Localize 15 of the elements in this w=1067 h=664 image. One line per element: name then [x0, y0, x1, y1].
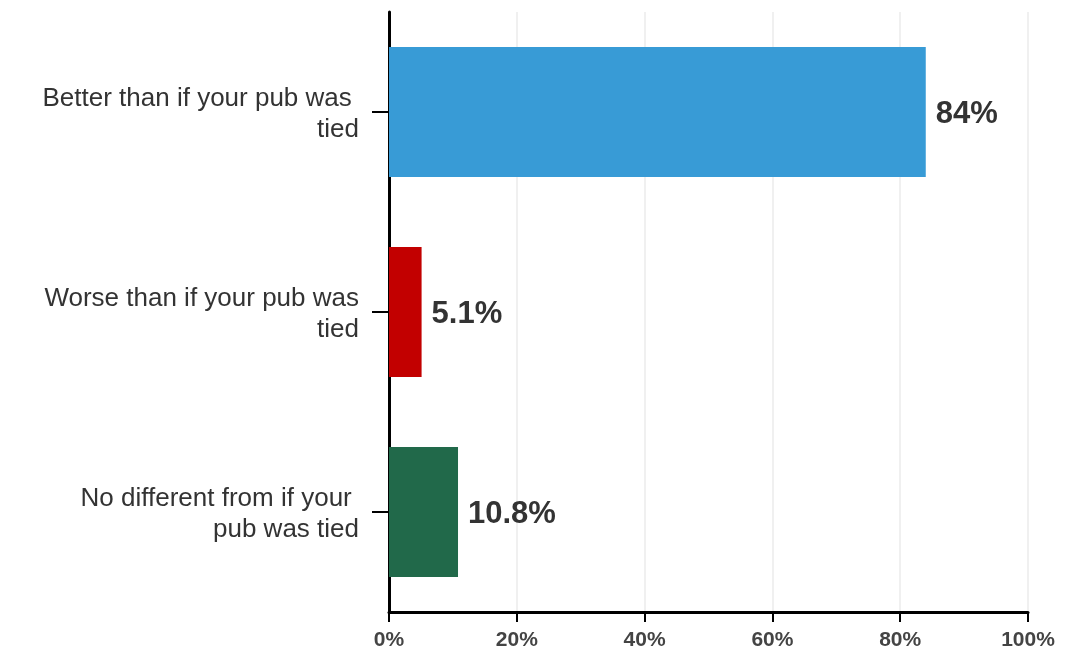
data-label: 10.8% — [468, 494, 556, 530]
bar — [389, 247, 422, 377]
bar — [389, 447, 459, 577]
x-tick-label: 80% — [879, 627, 922, 650]
x-tick-label: 0% — [373, 627, 405, 650]
bar — [389, 47, 926, 177]
x-tick-label: 40% — [623, 627, 666, 650]
data-label: 84% — [935, 94, 998, 130]
x-tick-label: 20% — [495, 627, 539, 650]
data-label: 5.1% — [431, 294, 503, 330]
y-tick-label: Worse than if your pub was tied — [44, 281, 359, 343]
x-tick-label: 60% — [751, 627, 794, 650]
y-tick-label: Better than if your pub was tied — [42, 81, 359, 143]
x-tick-label: 100% — [1001, 627, 1056, 650]
y-tick-label: No different from if your pub was tied — [80, 481, 359, 543]
